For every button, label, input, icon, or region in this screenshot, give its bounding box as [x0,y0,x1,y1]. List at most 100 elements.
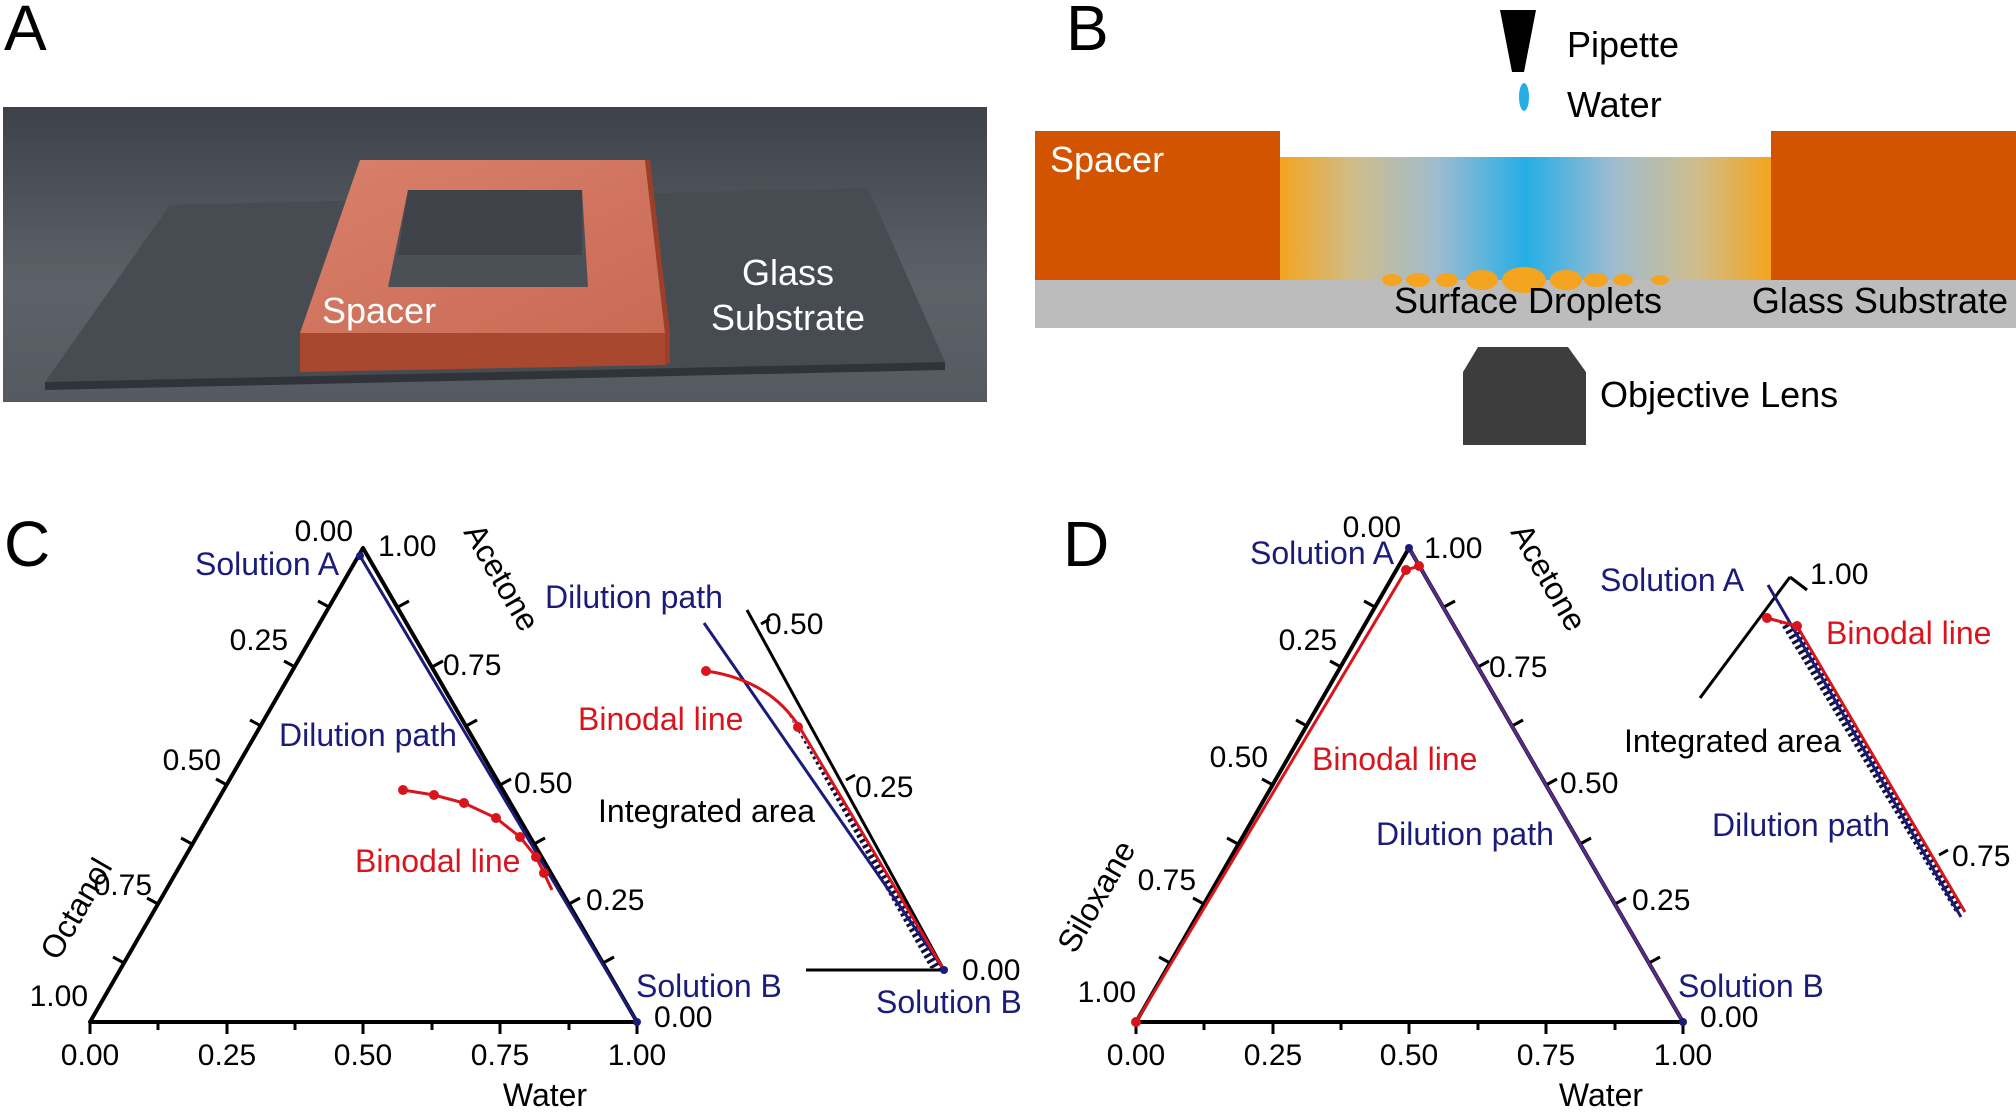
inset-binodal-line-label: Binodal line [1826,615,1991,651]
binodal-point [1131,1017,1141,1027]
inset-dilution-path-line [1766,584,1963,918]
dilution-path-label: Dilution path [1376,816,1554,852]
left-tick-label: 0.00 [1343,511,1401,544]
panel-b: B Pipette Water Spacer Surface Droplets … [1035,0,2016,445]
solution-b-marker [633,1018,641,1026]
droplet [1436,273,1458,287]
integrated-area-label: Integrated area [1624,723,1841,759]
bottom-tick-label: 0.25 [198,1039,256,1072]
right-tick-label: 0.25 [1632,884,1690,917]
solution-a-marker [1405,544,1413,552]
left-tick-label: 0.75 [94,869,152,902]
right-tick-label: 1.00 [1424,532,1482,565]
pipette-label: Pipette [1567,24,1679,65]
inset-solution-a-label: Solution A [1600,562,1745,598]
surface-droplets [1382,267,1669,293]
droplet [1613,274,1633,286]
right-tick-label: 0.75 [443,649,501,682]
glass-substrate-label: Glass Substrate [1752,280,2008,321]
water-drop-icon [1519,83,1529,111]
right-tick-label: 0.50 [1560,767,1618,800]
droplet [1466,270,1498,290]
right-axis-title: Acetone [1504,518,1594,638]
inset-tick-label: 0.75 [1952,840,2010,873]
bottom-tick-label: 0.75 [1517,1039,1575,1072]
inset-axis [745,609,946,971]
bottom-axis-title: Water [1559,1077,1644,1113]
panel-a: A Spacer Glass Substrate [3,0,987,402]
solution-b-label: Solution B [1678,968,1824,1004]
droplet [1584,273,1608,287]
binodal-points [398,785,549,878]
right-axis-title: Acetone [457,518,547,638]
inset-solution-b-marker [940,966,948,974]
right-tick-label: 0.00 [1700,1001,1758,1034]
binodal-line [1134,564,1420,1023]
bottom-tick-label: 0.25 [1244,1039,1302,1072]
droplet [1550,270,1582,290]
droplet [1406,273,1430,287]
inset-tick-label: 0.50 [765,608,823,641]
right-axis-ticks [397,599,615,965]
left-tick-label: 1.00 [1078,976,1136,1009]
left-tick-label: 0.50 [1210,741,1268,774]
bottom-axis-ticks [88,1022,639,1034]
panel-b-spacer-label: Spacer [1050,139,1164,180]
spacer-right-block [1771,131,2016,280]
bottom-tick-label: 0.00 [61,1039,119,1072]
left-axis-title: Siloxane [1050,834,1143,958]
panel-c-letter: C [4,508,50,580]
binodal-line-label: Binodal line [355,843,520,879]
left-tick-label: 1.00 [30,980,88,1013]
bottom-tick-label: 0.50 [1380,1039,1438,1072]
spacer-left-block [1035,131,1280,280]
pipette-icon [1500,10,1536,72]
inset-binodal-point [1792,621,1802,631]
left-tick-label: 0.50 [163,744,221,777]
right-tick-label: 0.00 [654,1001,712,1034]
inset-binodal-point [701,666,711,676]
right-tick-label: 1.00 [378,530,436,563]
panel-c-inset: 0.50 0.25 0.00 Dilution path Binodal lin… [545,579,1022,1020]
left-tick-label: 0.25 [1279,624,1337,657]
panel-d: D 0.00 0.25 0.50 0.75 1.00 0.00 0.25 0.5… [1050,508,2011,1113]
inset-tick [760,617,771,626]
inset-tick [845,773,856,782]
inset-binodal-point [1762,613,1772,623]
inset-binodal-line-label: Binodal line [578,701,743,737]
left-tick-label: 0.25 [230,624,288,657]
inset-solution-b-label: Solution B [876,984,1022,1020]
bottom-tick-label: 1.00 [1654,1039,1712,1072]
spacer-frame-side [645,160,670,365]
inset-binodal-point [793,722,803,732]
integrated-area-label: Integrated area [598,793,815,829]
bottom-tick-label: 0.50 [334,1039,392,1072]
solution-a-label: Solution A [195,546,340,582]
droplet [1502,267,1546,293]
bottom-tick-label: 0.75 [471,1039,529,1072]
inset-tick-label: 1.00 [1810,558,1868,591]
panel-d-inset: 1.00 0.75 Solution A Binodal line Integr… [1600,558,2010,918]
water-label: Water [1567,84,1662,125]
left-axis-title: Octanol [33,852,119,966]
left-tick-label: 0.75 [1138,864,1196,897]
binodal-point [1414,561,1424,571]
solution-a-marker [356,552,364,560]
liquid-region [1280,157,1771,280]
panel-a-glass-label-2: Substrate [711,297,865,338]
binodal-point [1401,565,1411,575]
dilution-path-label: Dilution path [279,717,457,753]
right-tick-label: 0.75 [1489,651,1547,684]
left-axis-ticks [1158,599,1376,965]
inset-tick [1938,848,1949,857]
inset-tick-label: 0.00 [962,954,1020,987]
panel-a-letter: A [4,0,47,64]
dilution-path-line [358,555,639,1023]
inset-tick-label: 0.25 [855,771,913,804]
solution-b-label: Solution B [636,968,782,1004]
solution-a-label: Solution A [1250,535,1395,571]
surface-droplets-label: Surface Droplets [1394,280,1662,321]
spacer-opening-wall [398,190,582,255]
objective-lens-icon [1463,347,1586,445]
bottom-tick-label: 0.00 [1107,1039,1165,1072]
